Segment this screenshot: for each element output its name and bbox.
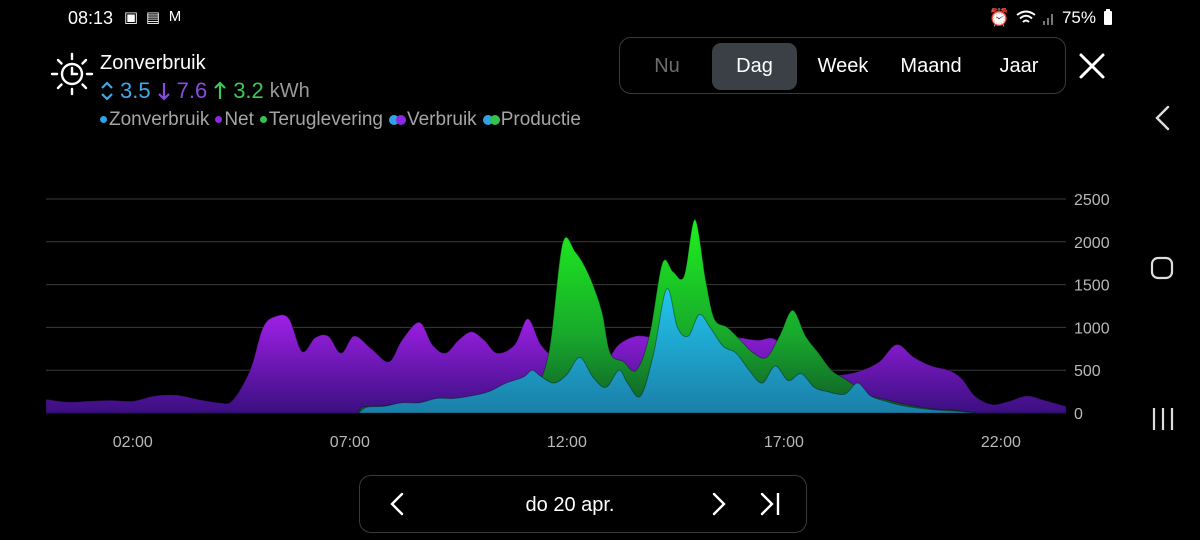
chevron-left-icon[interactable] — [384, 490, 412, 518]
status-icons: ⏰ 75% — [989, 8, 1112, 28]
x-tick-label: 12:00 — [547, 434, 587, 451]
x-tick-label: 22:00 — [981, 434, 1021, 451]
y-tick-label: 500 — [1074, 363, 1101, 380]
y-tick-label: 2500 — [1074, 192, 1110, 209]
energy-chart: 2500 2000 1500 1000 500 0 02:00 07:00 12:00 17:00… — [45, 192, 1110, 451]
files-icon: ▤ — [145, 9, 161, 26]
tab-week[interactable]: Week — [817, 55, 869, 77]
zonverbruik-area — [356, 288, 975, 414]
tab-nu[interactable]: Nu — [654, 55, 680, 77]
legend-item-zonverbruik[interactable]: Zonverbruik — [100, 109, 209, 131]
wifi-icon — [1016, 10, 1036, 23]
gmail-icon: M — [168, 8, 182, 25]
tab-jaar[interactable]: Jaar — [999, 55, 1039, 77]
y-tick-label: 2000 — [1074, 235, 1110, 252]
legend-item-verbruik[interactable]: Verbruik — [388, 109, 477, 131]
x-tick-label: 17:00 — [764, 434, 804, 451]
chart-legend: Zonverbruik Net Teruglevering Verbruik P… — [100, 109, 581, 131]
period-selector: Nu Dag Week Maand Jaar — [619, 37, 1066, 94]
legend-label: Verbruik — [406, 109, 477, 130]
sun-clock-icon — [50, 52, 94, 96]
net-value: 7.6 — [176, 78, 208, 103]
tab-maand[interactable]: Maand — [900, 55, 962, 77]
legend-label: Productie — [500, 109, 581, 130]
status-bar: 08:13 ▣ ▤ M ⏰ 75% — [0, 0, 1200, 36]
back-icon[interactable] — [1150, 104, 1176, 132]
energy-unit: kWh — [269, 79, 310, 102]
legend-label: Teruglevering — [268, 109, 383, 130]
legend-item-productie[interactable]: Productie — [482, 109, 581, 131]
battery-level: 75% — [1061, 8, 1096, 27]
tab-dag[interactable]: Dag — [712, 43, 797, 90]
teruglevering-value: 3.2 — [233, 78, 264, 103]
legend-dot-net — [215, 116, 223, 124]
close-icon[interactable] — [1076, 50, 1108, 82]
alarm-icon: ⏰ — [988, 8, 1010, 27]
legend-dot-productie — [482, 114, 501, 125]
legend-item-teruglevering[interactable]: Teruglevering — [259, 109, 383, 131]
legend-dot-zonverbruik — [100, 116, 107, 124]
recent-apps-icon[interactable] — [1150, 406, 1176, 432]
arrow-up-icon — [214, 81, 226, 99]
legend-label: Zonverbruik — [109, 109, 210, 130]
current-date[interactable]: do 20 apr. — [525, 494, 615, 516]
battery-icon — [1104, 9, 1112, 25]
y-tick-label: 0 — [1074, 406, 1083, 423]
legend-dot-verbruik — [388, 114, 407, 125]
legend-dot-teruglevering — [259, 116, 267, 124]
updown-arrow-icon — [101, 81, 113, 101]
arrow-down-icon — [157, 83, 170, 101]
chevron-right-icon[interactable] — [704, 490, 732, 518]
skip-to-end-icon[interactable] — [756, 490, 784, 518]
y-tick-label: 1000 — [1074, 320, 1110, 337]
x-tick-label: 02:00 — [113, 434, 153, 451]
energy-values: 3.5 7.6 3.2 kWh — [100, 78, 310, 104]
status-time: 08:13 — [68, 8, 114, 28]
image-icon: ▣ — [123, 9, 139, 26]
y-tick-label: 1500 — [1074, 278, 1110, 295]
x-tick-label: 07:00 — [330, 434, 370, 451]
legend-label: Net — [224, 109, 254, 130]
zonverbruik-value: 3.5 — [120, 78, 151, 103]
signal-icon — [1042, 14, 1053, 25]
notification-icons: ▣ ▤ M — [122, 8, 184, 26]
date-navigation: do 20 apr. — [359, 475, 807, 533]
card-title: Zonverbruik — [100, 52, 206, 74]
legend-item-net[interactable]: Net — [215, 109, 254, 131]
home-icon[interactable] — [1150, 256, 1174, 280]
